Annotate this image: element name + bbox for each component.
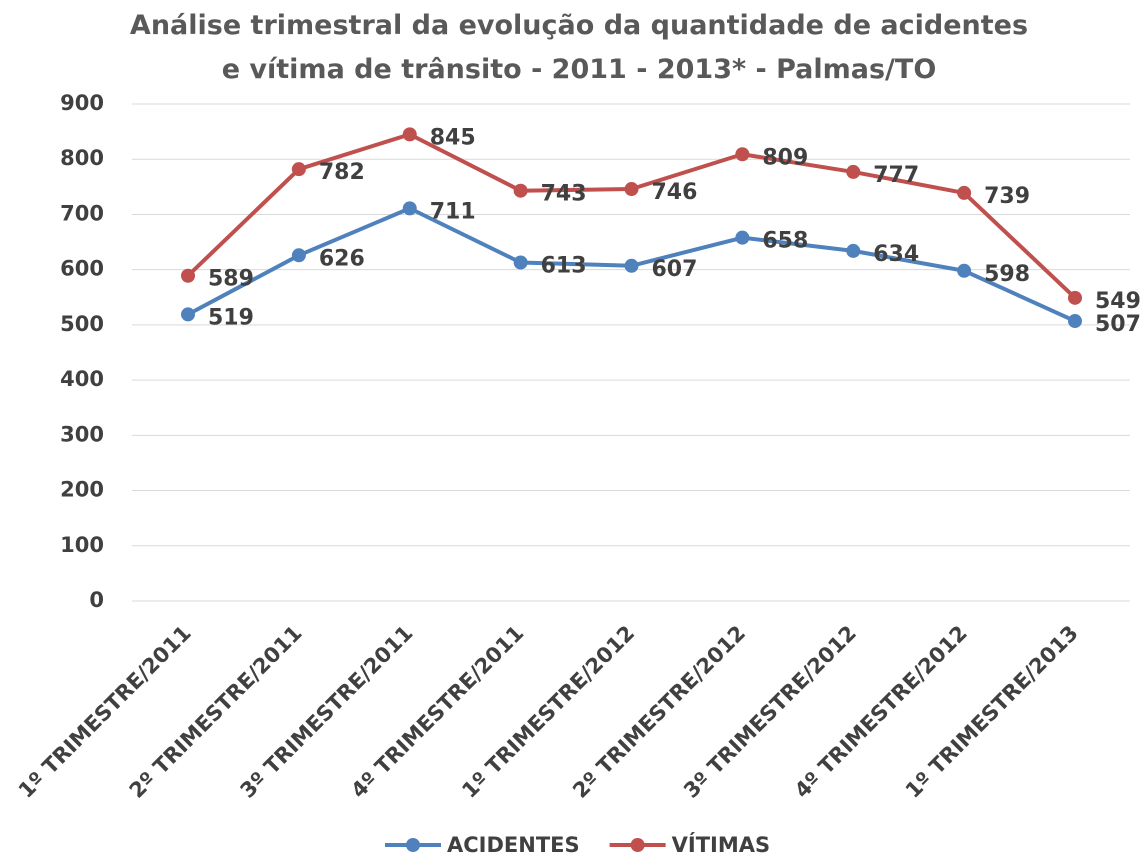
- data-point: [291, 248, 306, 263]
- data-point: [624, 182, 639, 197]
- data-point: [735, 230, 750, 245]
- data-point: [291, 162, 306, 177]
- data-label: 507: [1095, 312, 1141, 337]
- data-label: 782: [319, 160, 365, 185]
- y-tick-label: 500: [60, 312, 104, 336]
- legend-marker: [406, 838, 420, 852]
- legend-marker: [630, 838, 645, 852]
- data-point: [846, 164, 861, 179]
- y-tick-label: 200: [60, 478, 104, 502]
- data-label: 607: [652, 257, 698, 282]
- data-label: 845: [430, 125, 476, 150]
- y-tick-label: 800: [60, 146, 104, 170]
- data-label: 589: [208, 267, 254, 292]
- data-label: 658: [762, 229, 808, 254]
- data-label: 519: [208, 305, 254, 330]
- data-label: 598: [984, 262, 1030, 287]
- data-point: [957, 185, 972, 200]
- data-label: 634: [873, 242, 919, 267]
- data-label: 746: [652, 180, 698, 205]
- y-tick-label: 0: [89, 588, 104, 612]
- data-point: [402, 201, 417, 216]
- data-point: [513, 183, 528, 198]
- data-label: 809: [762, 145, 808, 170]
- data-label: 743: [541, 182, 587, 207]
- data-point: [402, 127, 417, 142]
- y-tick-label: 700: [60, 201, 104, 225]
- y-tick-label: 100: [60, 533, 104, 557]
- y-tick-label: 300: [60, 422, 104, 446]
- data-point: [181, 307, 195, 322]
- y-tick-label: 900: [60, 91, 104, 115]
- data-label: 739: [984, 184, 1030, 209]
- legend-label: ACIDENTES: [447, 833, 580, 857]
- data-point: [513, 255, 528, 270]
- legend-label: VÍTIMAS: [672, 832, 770, 857]
- data-label: 613: [541, 253, 587, 278]
- data-label: 777: [873, 163, 919, 188]
- data-point: [1068, 290, 1082, 305]
- chart-title: Análise trimestral da evolução da quanti…: [129, 10, 1029, 85]
- data-point: [1068, 314, 1082, 329]
- data-label: 626: [319, 246, 365, 271]
- y-tick-label: 600: [60, 257, 104, 281]
- data-label: 711: [430, 199, 476, 224]
- data-point: [957, 263, 972, 278]
- data-point: [624, 258, 639, 273]
- y-tick-label: 400: [60, 367, 104, 391]
- data-point: [181, 268, 195, 283]
- data-label: 549: [1095, 289, 1141, 314]
- data-point: [735, 147, 750, 162]
- data-point: [846, 243, 861, 258]
